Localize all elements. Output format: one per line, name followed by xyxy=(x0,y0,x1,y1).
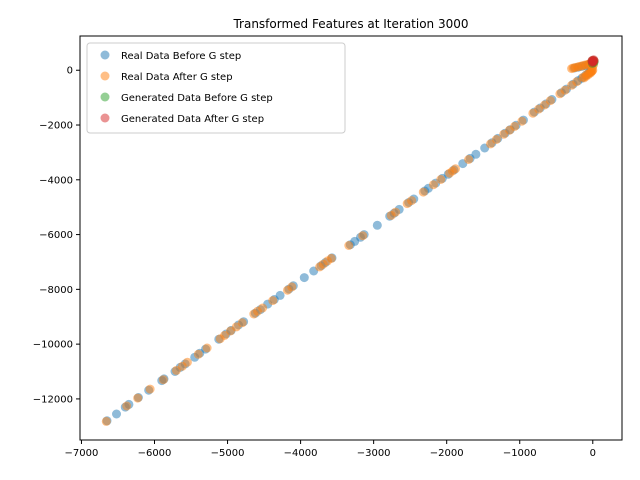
data-point xyxy=(193,349,203,359)
y-tick-label: −2000 xyxy=(39,121,73,132)
data-point xyxy=(572,77,582,87)
data-point xyxy=(133,393,143,403)
legend-marker xyxy=(100,113,110,123)
x-tick-label: −2000 xyxy=(430,448,464,459)
legend-label: Real Data Before G step xyxy=(121,51,241,62)
data-point xyxy=(517,116,527,126)
x-tick-label: −1000 xyxy=(503,448,537,459)
data-point xyxy=(275,290,285,300)
data-point xyxy=(510,121,520,131)
legend: Real Data Before G step Real Data After G… xyxy=(86,42,346,134)
data-point xyxy=(326,253,336,263)
data-point xyxy=(182,357,192,367)
y-tick-label: 0 xyxy=(67,66,73,77)
data-point xyxy=(407,196,417,206)
data-point xyxy=(471,149,481,159)
legend-marker xyxy=(100,71,110,81)
x-tick-label: −7000 xyxy=(65,448,99,459)
data-point xyxy=(287,282,297,292)
legend-box xyxy=(86,42,346,134)
data-point xyxy=(268,296,278,306)
y-tick-label: −6000 xyxy=(39,230,73,241)
data-point xyxy=(202,343,212,353)
data-point xyxy=(418,187,428,197)
x-tick-label: −3000 xyxy=(357,448,391,459)
data-point xyxy=(372,220,382,230)
chart-title: Transformed Features at Iteration 3000 xyxy=(232,17,468,31)
x-tick-label: 0 xyxy=(590,448,596,459)
data-point xyxy=(299,273,309,283)
data-point xyxy=(436,175,446,184)
legend-label: Real Data After G step xyxy=(121,72,233,83)
data-point xyxy=(358,231,368,241)
data-point xyxy=(122,401,132,411)
data-point xyxy=(237,318,247,328)
plot-frame xyxy=(79,35,623,441)
data-point xyxy=(587,56,597,66)
data-point xyxy=(464,155,474,164)
data-point xyxy=(560,85,570,95)
data-point xyxy=(451,164,460,174)
x-tick-label: −6000 xyxy=(138,448,172,459)
data-point xyxy=(258,303,268,313)
data-point xyxy=(145,384,155,394)
data-point xyxy=(112,409,121,419)
y-tick-label: −4000 xyxy=(39,175,73,186)
points-layer xyxy=(101,55,599,426)
data-point xyxy=(101,416,111,426)
legend-label: Generated Data After G step xyxy=(121,114,264,125)
legend-marker xyxy=(100,50,110,60)
y-tick-label: −8000 xyxy=(39,285,73,296)
data-point xyxy=(491,135,501,144)
data-point xyxy=(429,180,438,190)
series-3 xyxy=(587,55,599,68)
x-tick-label: −5000 xyxy=(211,448,245,459)
legend-label: Generated Data Before G step xyxy=(121,93,273,104)
data-point xyxy=(158,375,168,385)
x-axis: −7000 −6000 −5000 −4000 −3000 −2000 −1000 0 xyxy=(65,440,596,459)
y-tick-label: −12000 xyxy=(33,394,73,405)
y-axis: −12000 −10000 −8000 −6000 −4000 −2000 0 xyxy=(33,66,80,405)
data-point xyxy=(545,96,555,106)
data-point xyxy=(391,207,401,217)
data-point xyxy=(344,241,354,250)
legend-marker xyxy=(100,92,110,102)
x-tick-label: −4000 xyxy=(284,448,318,459)
y-tick-label: −10000 xyxy=(33,340,73,351)
